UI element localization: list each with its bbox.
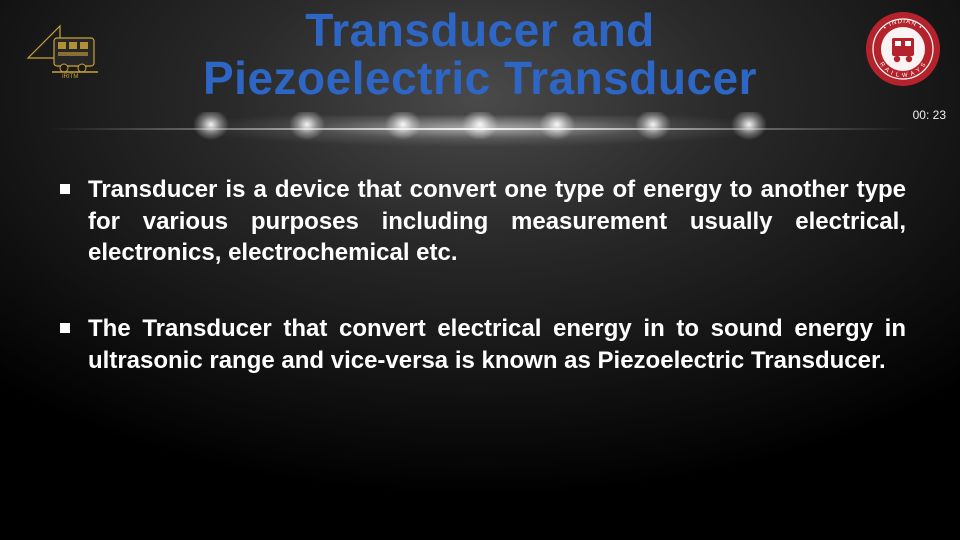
slide-content: Transducer is a device that convert one … xyxy=(0,130,960,376)
svg-text:IRITM: IRITM xyxy=(62,74,78,80)
iritm-logo: IRITM xyxy=(24,18,102,80)
title-line-1: Transducer and xyxy=(305,4,655,56)
slide-header: IRITM Transducer and Piezoelectric Trans… xyxy=(0,0,960,130)
slide-title: Transducer and Piezoelectric Transducer xyxy=(0,6,960,103)
indian-railways-emblem: • INDIAN • R A I L W A Y S xyxy=(864,10,942,88)
bullet-item: Transducer is a device that convert one … xyxy=(54,174,906,269)
bullet-item: The Transducer that convert electrical e… xyxy=(54,313,906,376)
title-line-2: Piezoelectric Transducer xyxy=(203,52,757,104)
timestamp: 00: 23 xyxy=(913,108,946,122)
